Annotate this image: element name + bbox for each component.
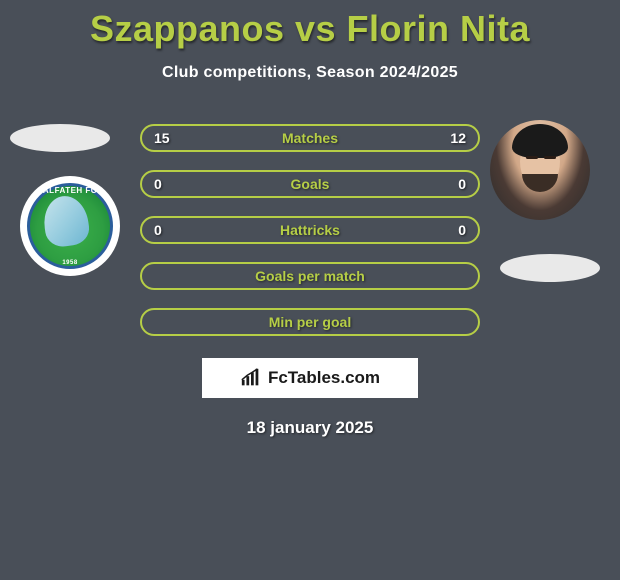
badge-text-top: ALFATEH FC [20, 186, 120, 195]
stat-label: Matches [282, 130, 338, 146]
stat-label: Goals [291, 176, 330, 192]
stat-row-hattricks: 0 Hattricks 0 [140, 216, 480, 244]
stat-label: Goals per match [178, 268, 442, 284]
bar-chart-icon [240, 368, 262, 388]
player-left-team-ellipse [10, 124, 110, 152]
player-right-team-ellipse [500, 254, 600, 282]
page-subtitle: Club competitions, Season 2024/2025 [0, 64, 620, 82]
avatar-beard-icon [522, 174, 558, 192]
date-text: 18 january 2025 [0, 418, 620, 438]
stat-row-goals: 0 Goals 0 [140, 170, 480, 198]
page-title: Szappanos vs Florin Nita [0, 0, 620, 50]
avatar-brow-icon [526, 156, 538, 159]
avatar-hair-icon [512, 124, 568, 158]
stat-row-goals-per-match: Goals per match [140, 262, 480, 290]
avatar-brow-icon [544, 156, 556, 159]
stat-row-min-per-goal: Min per goal [140, 308, 480, 336]
stat-left-value: 0 [154, 176, 178, 192]
stat-rows: 15 Matches 12 0 Goals 0 0 Hattricks 0 Go… [140, 124, 480, 336]
stat-left-value: 0 [154, 222, 178, 238]
player-right-avatar [490, 120, 590, 220]
brand-banner: FcTables.com [202, 358, 418, 398]
alfateh-fc-badge-icon [27, 183, 113, 269]
brand-text: FcTables.com [268, 368, 380, 388]
stat-left-value: 15 [154, 130, 178, 146]
comparison-area: ALFATEH FC 1958 15 Matches 12 0 Goals 0 … [0, 124, 620, 438]
stat-row-matches: 15 Matches 12 [140, 124, 480, 152]
stat-label: Min per goal [178, 314, 442, 330]
stat-label: Hattricks [280, 222, 340, 238]
stat-right-value: 0 [442, 222, 466, 238]
player-left-club-badge: ALFATEH FC 1958 [20, 176, 120, 276]
stat-right-value: 12 [442, 130, 466, 146]
stat-right-value: 0 [442, 176, 466, 192]
badge-text-bottom: 1958 [20, 260, 120, 266]
